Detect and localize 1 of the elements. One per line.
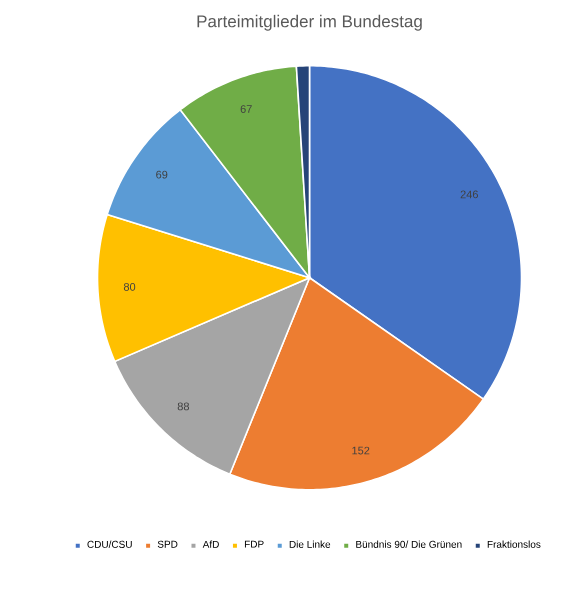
- chart-title: Parteimitglieder im Bundestag: [197, 14, 422, 31]
